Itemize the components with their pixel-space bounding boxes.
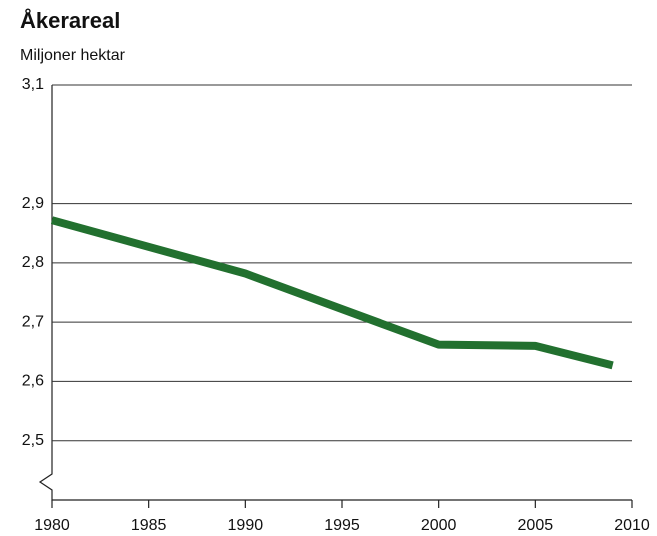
chart-subtitle: Miljoner hektar [20, 47, 126, 64]
line [50, 216, 614, 370]
x-tick-label: 1985 [131, 517, 167, 534]
y-tick-label: 2,5 [22, 432, 44, 449]
x-tick-label: 1995 [324, 517, 360, 534]
y-tick-label: 2,8 [22, 254, 44, 271]
x-tick-label: 1990 [228, 517, 264, 534]
x-tick-label: 2005 [518, 517, 554, 534]
y-tick-label: 2,6 [22, 373, 44, 390]
x-tick-label: 2010 [614, 517, 650, 534]
y-tick-label: 3,1 [22, 76, 44, 93]
axis [38, 85, 632, 501]
y-tick-label: 2,9 [22, 195, 44, 212]
y-tick-label: 2,7 [22, 313, 44, 330]
x-tick-label: 1980 [34, 517, 70, 534]
chart-title: Åkerareal [20, 7, 120, 33]
x-tick-label: 2000 [421, 517, 457, 534]
